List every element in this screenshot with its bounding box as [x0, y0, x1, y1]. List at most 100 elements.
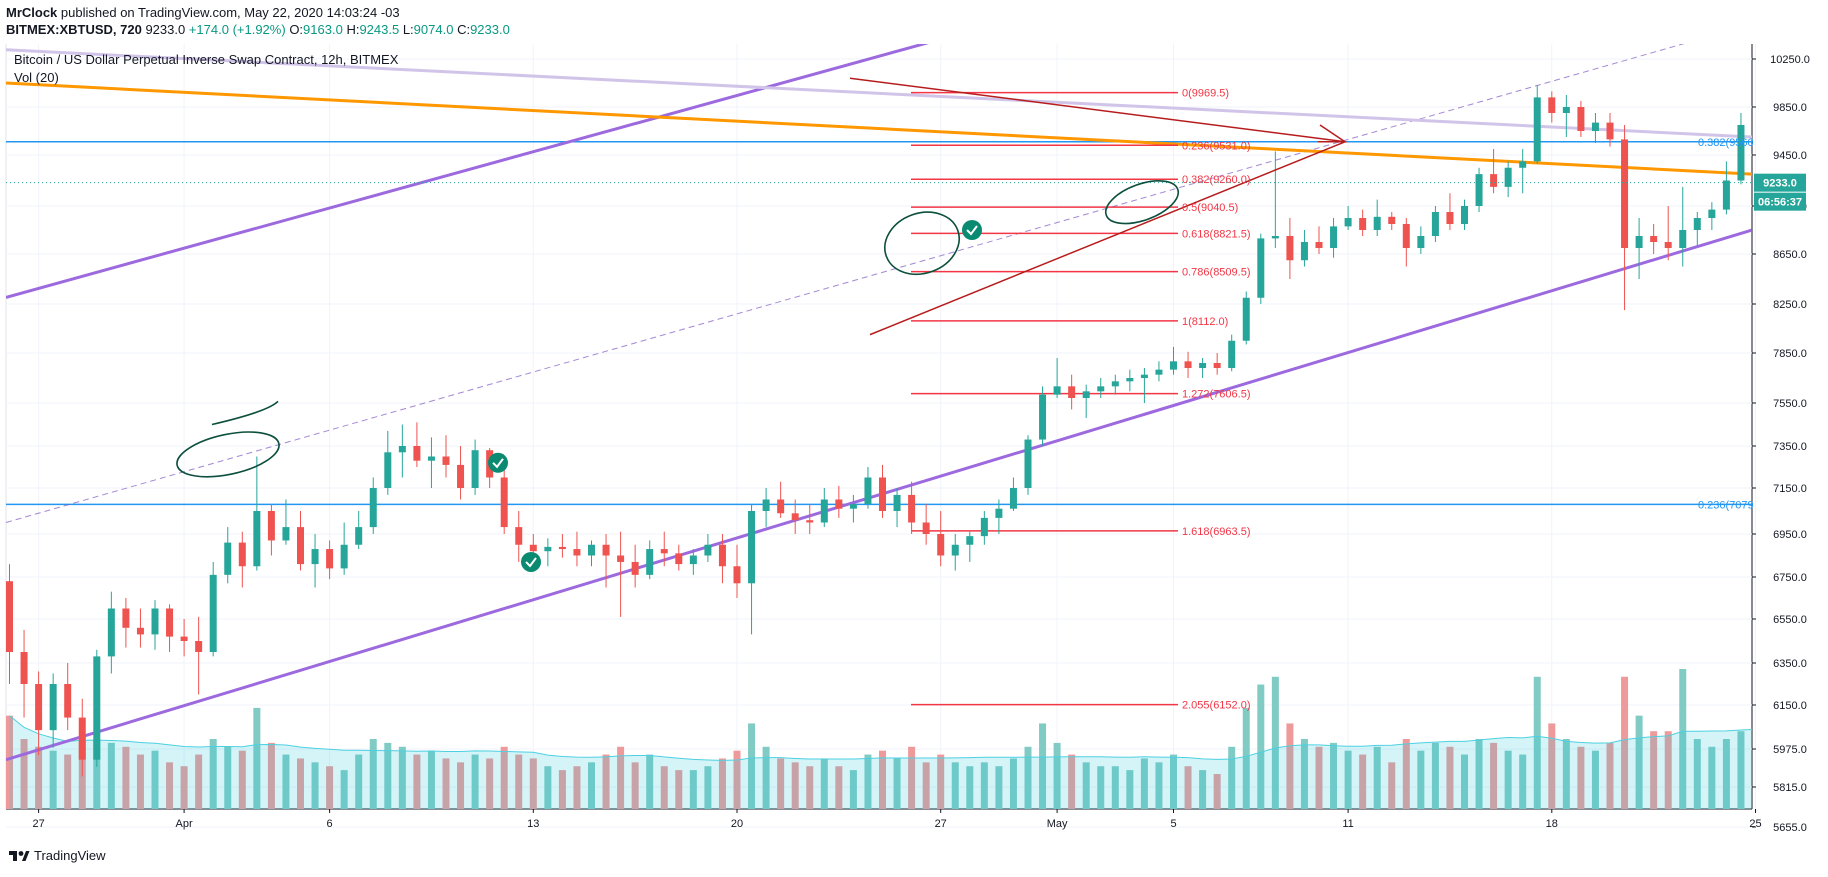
candle-body [529, 544, 537, 552]
candle-body [1591, 122, 1599, 131]
wedge-drawing [849, 77, 1348, 336]
candle-body [1548, 97, 1556, 113]
check-badge-icon [488, 452, 508, 473]
candle [151, 600, 159, 650]
candle [806, 504, 814, 534]
volume-bar [1431, 742, 1439, 809]
candle-body [398, 446, 406, 453]
volume-bar [500, 746, 508, 809]
volume-bar [1170, 754, 1177, 809]
volume-bar [806, 766, 814, 809]
candle-body [457, 464, 465, 488]
candle-body [20, 652, 28, 684]
candle [675, 544, 683, 571]
plot-area [6, 44, 1817, 809]
volume-bar [1344, 750, 1352, 809]
y-tick-label: 6150.0 [1773, 700, 1807, 712]
price-chart[interactable]: 10750.010250.09850.09450.09050.08650.082… [0, 44, 1828, 874]
x-tick-label: 18 [1546, 818, 1558, 830]
candle [1722, 161, 1730, 215]
volume-bar [326, 766, 334, 809]
volume-bar [1184, 766, 1192, 809]
volume-bar [1519, 754, 1527, 809]
candle-body [1373, 216, 1381, 230]
candle [1184, 351, 1192, 378]
last-price-badge-text: 9233.0 [1763, 178, 1797, 190]
volume-bar [355, 754, 363, 809]
candle [413, 422, 421, 467]
candle [457, 446, 465, 500]
volume-bar [1053, 742, 1061, 809]
footer-brand[interactable]: TradingView [8, 848, 106, 863]
high-value: 9243.5 [359, 22, 400, 37]
candle [500, 467, 508, 534]
candle-body [1068, 386, 1076, 398]
candle [1053, 358, 1061, 398]
candle-body [1431, 212, 1439, 236]
volume-bar [151, 750, 159, 809]
volume-bar [1693, 739, 1701, 809]
candle [1228, 334, 1236, 372]
volume-bar [1417, 750, 1425, 809]
candle-body [1693, 218, 1701, 230]
candle [820, 488, 828, 528]
volume-bar [1155, 762, 1163, 809]
author-name[interactable]: MrClock [6, 5, 58, 20]
candle [1461, 199, 1468, 230]
candle [733, 544, 741, 598]
volume-bar [602, 754, 610, 809]
candle-body [588, 544, 595, 556]
candle [1621, 125, 1629, 311]
volume-bar [1796, 731, 1803, 809]
volume-bar [49, 750, 57, 809]
volume-bar [689, 770, 697, 809]
open-label: O: [289, 22, 304, 37]
volume-bar [238, 750, 246, 809]
check-badge-mark [525, 557, 537, 568]
candle-body [849, 504, 857, 509]
volume-bar [864, 754, 872, 809]
candle-body [326, 549, 334, 569]
candle-body [1199, 363, 1207, 368]
candle-body [1257, 238, 1265, 298]
volume-bar [1039, 723, 1047, 809]
volume-bar [1562, 739, 1570, 809]
candle-body [908, 494, 916, 523]
volume-bar [791, 762, 799, 809]
volume-bar [777, 758, 785, 809]
candle [107, 591, 115, 674]
chart-panel[interactable]: 10750.010250.09850.09450.09050.08650.082… [0, 44, 1828, 874]
candle-body [893, 494, 901, 511]
candle [1635, 218, 1643, 279]
fib-level-label: 0(9969.5) [1182, 88, 1229, 100]
volume-bar [1650, 731, 1658, 809]
candle-body [791, 513, 799, 521]
candle [1213, 353, 1221, 375]
candle [791, 499, 799, 534]
candle [835, 485, 843, 518]
x-tick-label: May [1047, 818, 1068, 830]
volume-bar [340, 770, 348, 809]
candle [748, 504, 756, 635]
candle-body [1810, 161, 1817, 174]
volume-bar [122, 746, 130, 809]
volume-bar [384, 742, 392, 809]
candle-body [1781, 119, 1788, 143]
candle [617, 531, 625, 617]
volume-bar [1490, 742, 1498, 809]
orange-resistance-line [6, 81, 1752, 176]
candle [238, 531, 246, 588]
volume-bar [1402, 739, 1410, 809]
high-label: H: [346, 22, 360, 37]
candle [1024, 435, 1032, 495]
x-tick-label: 25 [1749, 818, 1761, 830]
volume-bar [1577, 746, 1585, 809]
candle-body [311, 549, 319, 565]
channel-upper-line [6, 44, 929, 299]
candle-body [1126, 378, 1134, 382]
candle-body [1402, 224, 1410, 248]
y-tick-label: 5975.0 [1773, 744, 1807, 756]
candle [224, 527, 232, 584]
check-badge-mark [492, 458, 504, 469]
candle [122, 598, 130, 648]
